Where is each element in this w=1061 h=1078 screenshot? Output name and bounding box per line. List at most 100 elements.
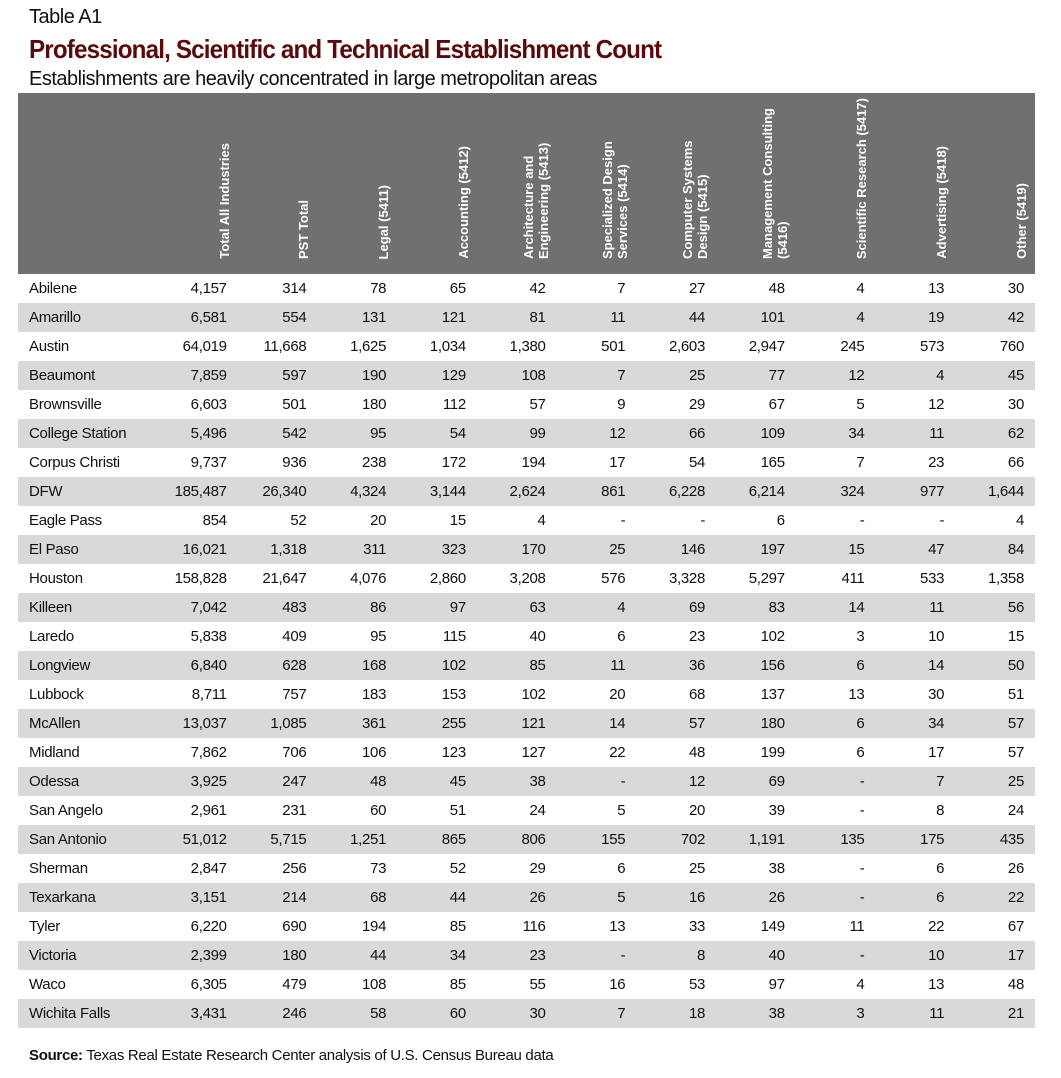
- count-cell: -: [859, 947, 865, 964]
- count-cell: 21: [1007, 1005, 1024, 1022]
- count-cell: 86: [370, 599, 387, 616]
- count-cell: 706: [282, 744, 307, 761]
- count-cell: 55: [529, 976, 546, 993]
- count-cell: 85: [449, 918, 466, 935]
- count-cell: 62: [1007, 425, 1024, 442]
- column-header: PST Total: [238, 93, 318, 274]
- count-cell: 554: [282, 309, 307, 326]
- count-cell: 101: [760, 309, 785, 326]
- count-cell: 5,297: [748, 570, 785, 587]
- count-cell: 54: [449, 425, 466, 442]
- column-header: Computer Systems Design (5415): [636, 93, 716, 274]
- city-cell: San Angelo: [29, 802, 103, 819]
- count-cell: 78: [370, 280, 387, 297]
- count-cell: -: [859, 512, 865, 529]
- count-cell: 57: [688, 715, 706, 732]
- count-cell: 7: [936, 773, 945, 790]
- city-cell: Beaumont: [29, 367, 95, 384]
- count-cell: 29: [688, 396, 706, 413]
- count-cell: 3,431: [190, 1005, 227, 1022]
- count-cell: 3: [856, 628, 865, 645]
- count-cell: 501: [282, 396, 307, 413]
- count-cell: 5: [856, 396, 865, 413]
- count-cell: 20: [609, 686, 626, 703]
- count-cell: 131: [362, 309, 387, 326]
- count-cell: 6,228: [668, 483, 706, 500]
- count-cell: 185,487: [174, 483, 227, 500]
- count-cell: 67: [768, 396, 785, 413]
- count-cell: 6,603: [190, 396, 227, 413]
- count-cell: 255: [441, 715, 466, 732]
- count-cell: 7,862: [190, 744, 227, 761]
- count-cell: 57: [1007, 715, 1024, 732]
- count-cell: 57: [1007, 744, 1024, 761]
- city-cell: DFW: [29, 483, 63, 500]
- count-cell: 65: [449, 280, 466, 297]
- count-cell: 29: [529, 860, 546, 877]
- count-cell: 13: [928, 976, 945, 993]
- count-cell: 165: [760, 454, 785, 471]
- count-cell: 760: [999, 338, 1024, 355]
- count-cell: 6,840: [190, 657, 227, 674]
- count-cell: 479: [282, 976, 307, 993]
- count-cell: 1,191: [748, 831, 785, 848]
- count-cell: 38: [768, 860, 785, 877]
- count-cell: 17: [609, 454, 626, 471]
- count-cell: 245: [840, 338, 865, 355]
- count-cell: 6: [617, 860, 626, 877]
- column-header: Advertising (5418): [875, 93, 955, 274]
- table-label: Table A1: [29, 6, 102, 28]
- count-cell: 168: [362, 657, 387, 674]
- count-cell: 40: [768, 947, 785, 964]
- count-cell: 2,603: [668, 338, 706, 355]
- count-cell: 33: [688, 918, 706, 935]
- count-cell: -: [859, 773, 865, 790]
- count-cell: 99: [529, 425, 546, 442]
- count-cell: 102: [760, 628, 785, 645]
- count-cell: 4: [617, 599, 626, 616]
- count-cell: 67: [1007, 918, 1024, 935]
- table-row: Longview 6,840 628 168 102 85 11 36 156 6 14 50: [18, 651, 1035, 680]
- count-cell: 115: [442, 628, 466, 645]
- count-cell: 81: [529, 309, 546, 326]
- count-cell: 861: [601, 483, 626, 500]
- count-cell: 2,961: [190, 802, 227, 819]
- count-cell: 11: [929, 599, 945, 616]
- count-cell: 7: [617, 1005, 626, 1022]
- column-header-label: Other (5419): [1014, 183, 1029, 259]
- count-cell: 5,838: [190, 628, 227, 645]
- count-cell: 936: [282, 454, 307, 471]
- count-cell: 15: [449, 512, 466, 529]
- count-cell: 69: [768, 773, 785, 790]
- count-cell: 576: [601, 570, 626, 587]
- count-cell: 27: [688, 280, 706, 297]
- count-cell: 9: [617, 396, 626, 413]
- count-cell: 11: [610, 309, 626, 326]
- count-cell: 573: [920, 338, 945, 355]
- count-cell: 25: [1007, 773, 1024, 790]
- count-cell: 51,012: [182, 831, 227, 848]
- count-cell: -: [859, 860, 865, 877]
- count-cell: 63: [529, 599, 546, 616]
- count-cell: 73: [370, 860, 387, 877]
- count-cell: 60: [449, 1005, 466, 1022]
- count-cell: 51: [1007, 686, 1024, 703]
- count-cell: 6,581: [190, 309, 227, 326]
- count-cell: 14: [609, 715, 626, 732]
- count-cell: 5,496: [190, 425, 227, 442]
- count-cell: 197: [760, 541, 785, 558]
- count-cell: 7: [617, 280, 626, 297]
- count-cell: 5: [617, 889, 626, 906]
- count-cell: 3,151: [190, 889, 227, 906]
- count-cell: -: [700, 512, 706, 529]
- table-row: Victoria 2,399 180 44 34 23 - 8 40 - 10 17: [18, 941, 1035, 970]
- table-row: DFW 185,487 26,340 4,324 3,144 2,624 861 6,228 6…: [18, 477, 1035, 506]
- count-cell: 6: [936, 889, 945, 906]
- count-cell: 158,828: [174, 570, 227, 587]
- count-cell: 13,037: [182, 715, 227, 732]
- city-cell: San Antonio: [29, 831, 107, 848]
- city-cell: McAllen: [29, 715, 81, 732]
- count-cell: 30: [1007, 280, 1024, 297]
- count-cell: 42: [1007, 309, 1024, 326]
- table-row: El Paso 16,021 1,318 311 323 170 25 146 197 15 47 8…: [18, 535, 1035, 564]
